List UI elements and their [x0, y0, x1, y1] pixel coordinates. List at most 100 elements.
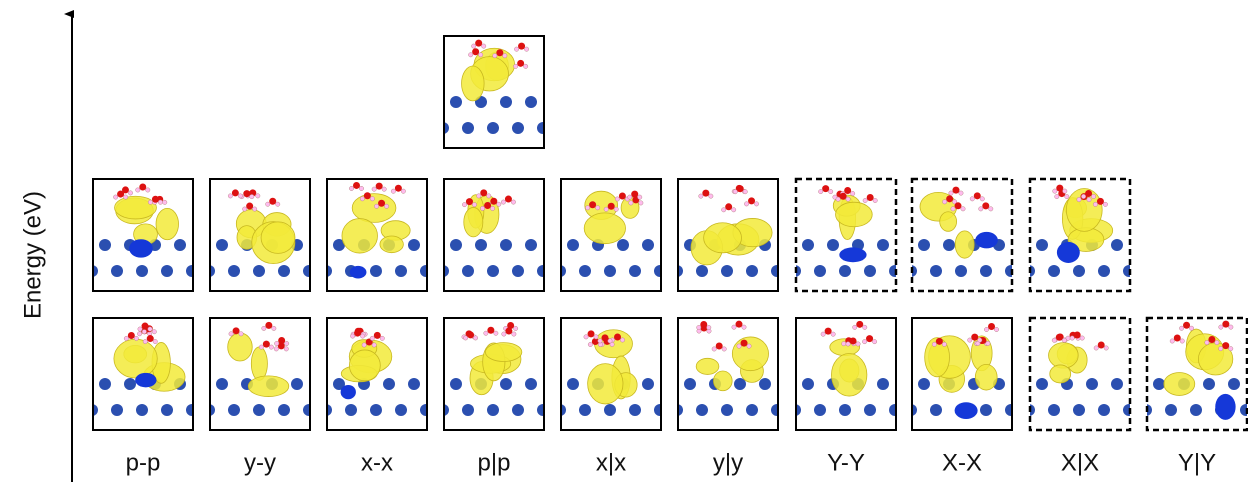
atom — [1018, 239, 1030, 251]
column-label: X|X — [1061, 449, 1099, 476]
hydrogen — [360, 334, 364, 338]
isosurface — [349, 350, 380, 381]
hydrogen — [1219, 346, 1223, 350]
atom — [1048, 404, 1060, 416]
oxygen — [936, 338, 943, 345]
hydrogen — [989, 207, 993, 211]
hydrogen — [856, 342, 860, 346]
hydrogen — [588, 342, 592, 346]
oxygen — [233, 327, 240, 334]
hydrogen — [513, 326, 517, 330]
isosurface-neg — [975, 232, 998, 248]
hydrogen — [1205, 340, 1209, 344]
atom — [383, 378, 395, 390]
oxygen — [374, 332, 381, 339]
hydrogen — [462, 202, 466, 206]
atom — [99, 378, 111, 390]
oxygen — [840, 193, 847, 200]
atom — [500, 96, 512, 108]
atom — [345, 404, 357, 416]
isosurface — [588, 364, 623, 404]
atom — [839, 265, 851, 277]
orbital-panel — [1011, 318, 1160, 430]
oxygen — [619, 192, 626, 199]
oxygen — [395, 185, 402, 192]
isosurface — [1050, 365, 1071, 383]
oxygen — [1085, 190, 1092, 197]
hydrogen — [961, 207, 965, 211]
oxygen — [505, 328, 512, 335]
hydrogen — [979, 207, 983, 211]
oxygen — [263, 341, 270, 348]
oxygen — [741, 340, 748, 347]
atom — [562, 122, 574, 134]
column-label: p-p — [126, 449, 161, 476]
atom — [629, 265, 641, 277]
hydrogen — [250, 194, 254, 198]
hydrogen — [136, 188, 140, 192]
hydrogen — [754, 202, 758, 206]
hydrogen — [1094, 346, 1098, 350]
atom — [980, 404, 992, 416]
atom — [1098, 265, 1110, 277]
hydrogen — [707, 325, 711, 329]
hydrogen — [615, 197, 619, 201]
atom — [604, 404, 616, 416]
atom — [721, 404, 733, 416]
atom — [696, 265, 708, 277]
oxygen — [484, 202, 491, 209]
column-label: Y|Y — [1178, 449, 1216, 476]
atom — [1048, 265, 1060, 277]
hydrogen — [503, 54, 507, 58]
isosurface — [464, 207, 483, 236]
atom — [629, 404, 641, 416]
hydrogen — [1087, 197, 1091, 201]
atom — [216, 378, 228, 390]
hydrogen — [1103, 202, 1107, 206]
isosurface-neg — [129, 239, 153, 257]
atom — [814, 265, 826, 277]
oxygen — [353, 182, 360, 189]
atom — [1148, 265, 1160, 277]
hydrogen — [629, 201, 633, 205]
hydrogen — [1065, 194, 1069, 198]
hydrogen — [242, 207, 246, 211]
atom — [864, 265, 876, 277]
oxygen — [844, 187, 851, 194]
oxygen — [354, 330, 361, 337]
oxygen — [142, 323, 149, 330]
oxygen — [737, 185, 744, 192]
oxygen — [490, 198, 497, 205]
hydrogen — [473, 336, 477, 340]
oxygen — [246, 203, 253, 210]
atom — [278, 265, 290, 277]
isosurface-neg — [135, 373, 156, 388]
atom — [1111, 378, 1123, 390]
hydrogen — [604, 207, 608, 211]
hydrogen — [502, 332, 506, 336]
oxygen — [378, 200, 385, 207]
hydrogen — [862, 339, 866, 343]
oxygen — [1056, 334, 1063, 341]
isosurface — [584, 213, 625, 244]
panel-content — [191, 318, 340, 430]
panel-content — [893, 318, 1042, 430]
panel-content — [777, 179, 926, 291]
atom — [1036, 239, 1048, 251]
isosurface — [342, 219, 378, 253]
hydrogen — [863, 325, 867, 329]
orbital-panel — [74, 318, 223, 430]
hydrogen — [524, 47, 528, 51]
oxygen — [505, 196, 512, 203]
oxygen — [988, 323, 995, 330]
hydrogen — [978, 338, 982, 342]
hydrogen — [143, 339, 147, 343]
hydrogen — [513, 64, 517, 68]
hydrogen — [123, 195, 127, 199]
hydrogen — [1091, 194, 1095, 198]
atom — [579, 265, 591, 277]
oxygen — [1183, 322, 1190, 329]
hydrogen — [153, 339, 157, 343]
hydrogen — [1081, 194, 1085, 198]
atom — [943, 239, 955, 251]
